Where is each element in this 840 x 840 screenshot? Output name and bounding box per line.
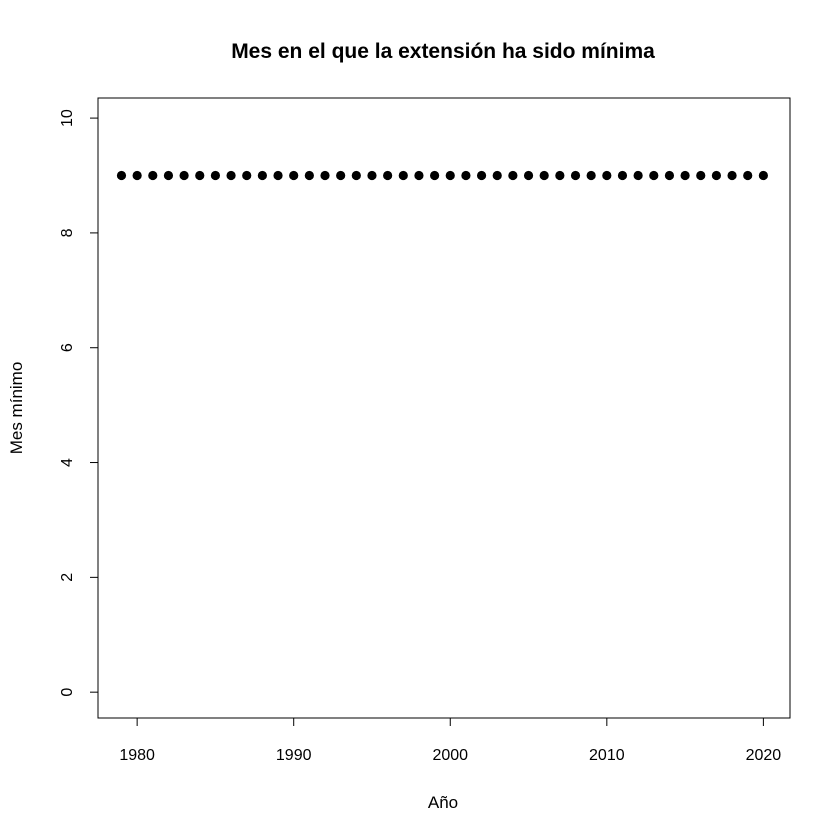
data-point: [743, 170, 753, 181]
y-axis: 0 2 4 6 8 10: [59, 109, 99, 697]
data-point: [148, 170, 158, 181]
data-point: [476, 170, 487, 181]
y-axis-label: Mes mínimo: [7, 362, 26, 455]
data-point: [383, 170, 393, 181]
data-point: [649, 170, 659, 181]
data-point: [210, 170, 221, 181]
chart-title: Mes en el que la extensión ha sido mínim…: [231, 40, 655, 63]
x-tick-label: 2000: [432, 747, 468, 764]
data-point: [226, 170, 236, 181]
x-tick-label: 1990: [276, 747, 312, 764]
data-point: [602, 170, 612, 181]
data-point: [367, 170, 377, 181]
x-tick-label: 2020: [746, 747, 782, 764]
data-point: [586, 170, 596, 181]
data-point: [179, 170, 189, 181]
y-tick-label: 6: [59, 343, 76, 352]
data-point: [132, 170, 142, 181]
data-points: [116, 170, 768, 181]
data-point: [257, 170, 267, 181]
data-point: [617, 170, 628, 181]
data-point: [336, 170, 346, 181]
data-point: [523, 170, 534, 181]
data-point: [273, 170, 283, 181]
data-point: [320, 170, 330, 181]
data-point: [508, 170, 518, 181]
data-point: [696, 170, 706, 181]
y-tick-label: 10: [59, 109, 76, 127]
data-point: [414, 170, 424, 181]
x-axis-label: Año: [428, 793, 458, 812]
data-point: [633, 170, 643, 181]
data-point: [195, 170, 205, 181]
x-tick-label: 1980: [119, 747, 155, 764]
data-point: [242, 170, 252, 181]
data-point: [116, 170, 127, 181]
data-point: [398, 170, 408, 181]
data-point: [461, 170, 471, 181]
data-point: [680, 170, 690, 181]
data-point: [570, 170, 581, 181]
y-tick-label: 4: [59, 458, 76, 467]
data-point: [539, 170, 549, 181]
y-tick-label: 8: [59, 228, 76, 237]
data-point: [711, 170, 722, 181]
data-point: [555, 170, 565, 181]
x-tick-label: 2010: [589, 747, 625, 764]
x-axis: 1980 1990 2000 2010 2020: [119, 717, 782, 764]
data-point: [492, 170, 502, 181]
data-point: [727, 170, 737, 181]
plot-frame: [97, 97, 791, 719]
data-point: [758, 170, 768, 181]
y-tick-label: 2: [59, 573, 76, 582]
data-point: [289, 170, 299, 181]
y-tick-label: 0: [59, 688, 76, 697]
data-point: [163, 170, 174, 181]
data-point: [304, 170, 314, 181]
data-point: [445, 170, 455, 181]
data-point: [664, 170, 675, 181]
data-point: [430, 170, 440, 181]
data-point: [351, 170, 361, 181]
